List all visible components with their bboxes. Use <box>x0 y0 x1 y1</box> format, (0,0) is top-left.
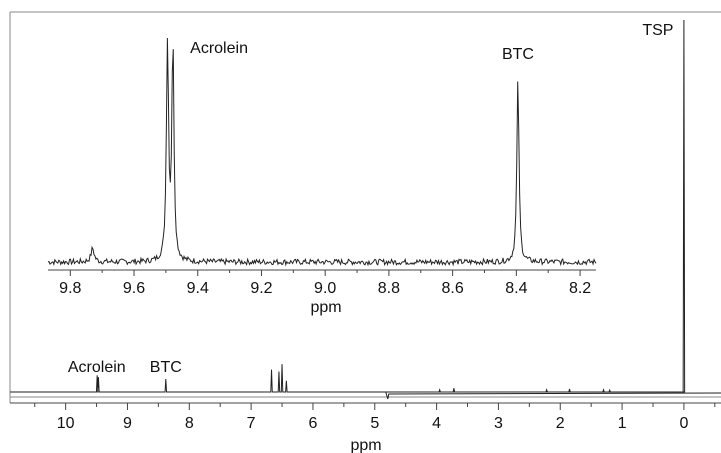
main-peak-labels: Acrolein BTC TSP <box>68 22 674 376</box>
inset-panel: 9.8 9.6 9.4 9.2 9.0 8.8 8.6 8.4 8.2 ppm Acrolein… <box>47 37 597 316</box>
inset-x-tick-label: 9.4 <box>187 280 209 297</box>
main-peak-label: TSP <box>642 22 673 39</box>
inset-x-tick-label: 9.0 <box>314 280 336 297</box>
inset-x-tick-label: 8.2 <box>569 280 591 297</box>
main-peak-label: Acrolein <box>68 359 126 376</box>
inset-x-tick-label: 9.8 <box>59 280 81 297</box>
inset-x-tick-label: 8.8 <box>378 280 400 297</box>
main-x-tick-labels: 10 9 8 7 6 5 4 3 2 1 0 <box>57 415 689 432</box>
main-x-tick-label: 1 <box>618 415 627 432</box>
main-x-tick-label: 0 <box>679 415 688 432</box>
inset-spectrum-line <box>47 37 597 267</box>
inset-x-axis-label: ppm <box>310 299 341 316</box>
main-x-ticks <box>34 403 716 410</box>
inset-x-tick-label: 8.4 <box>505 280 527 297</box>
inset-x-tick-labels: 9.8 9.6 9.4 9.2 9.0 8.8 8.6 8.4 8.2 <box>59 280 591 297</box>
main-peak-markers <box>97 20 684 390</box>
main-x-tick-label: 9 <box>123 415 132 432</box>
inset-peak-label: Acrolein <box>190 40 248 57</box>
main-x-tick-label: 5 <box>370 415 379 432</box>
main-spectrum-line <box>10 19 721 400</box>
inset-peak-label: BTC <box>502 46 534 63</box>
inset-x-tick-label: 9.2 <box>250 280 272 297</box>
main-x-tick-label: 2 <box>556 415 565 432</box>
inset-x-tick-label: 9.6 <box>123 280 145 297</box>
main-x-tick-label: 10 <box>57 415 75 432</box>
main-x-tick-label: 8 <box>185 415 194 432</box>
main-x-tick-label: 4 <box>432 415 441 432</box>
inset-peak-labels: Acrolein BTC <box>190 40 534 63</box>
inset-peak-markers <box>93 38 518 249</box>
inset-x-tick-label: 8.6 <box>442 280 464 297</box>
main-x-tick-label: 7 <box>247 415 256 432</box>
main-x-tick-label: 3 <box>494 415 503 432</box>
main-x-tick-label: 6 <box>308 415 317 432</box>
main-peak-label: BTC <box>150 359 182 376</box>
inset-x-ticks <box>69 270 581 276</box>
main-x-axis-label: ppm <box>350 437 381 453</box>
